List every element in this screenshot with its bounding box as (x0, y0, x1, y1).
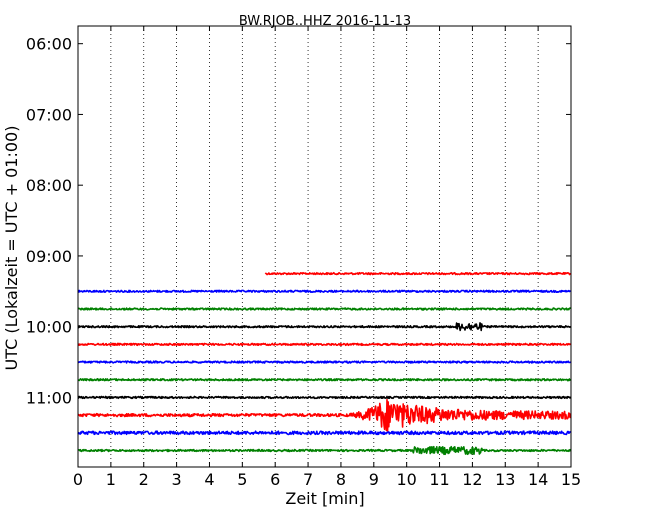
trace-line (77, 360, 572, 364)
y-axis: 06:00 07:00 08:00 09:00 10:00 11:00 (26, 35, 571, 407)
trace-group (77, 271, 572, 456)
y-tick-label: 07:00 (26, 105, 72, 124)
y-tick-label: 06:00 (26, 35, 72, 54)
y-tick-label: 11:00 (26, 388, 72, 407)
x-tick-label: 8 (336, 470, 346, 489)
chart-title: BW.RJOB..HHZ 2016-11-13 (239, 14, 411, 29)
y-axis-title: UTC (Lokalzeit = UTC + 01:00) (2, 126, 21, 371)
x-tick-label: 15 (561, 470, 581, 489)
x-tick-label: 5 (237, 470, 247, 489)
y-tick-label: 08:00 (26, 176, 72, 195)
plot-frame (77, 25, 572, 468)
x-tick-label: 9 (369, 470, 379, 489)
trace-line (77, 289, 571, 293)
x-axis: 0 1 2 3 4 5 6 7 8 9 10 11 12 13 14 15 (73, 26, 581, 489)
trace-line (77, 430, 572, 436)
trace-line (77, 445, 572, 456)
trace-line (77, 342, 572, 347)
x-tick-label: 6 (270, 470, 280, 489)
x-tick-label: 12 (462, 470, 482, 489)
trace-line (77, 398, 572, 432)
x-tick-label: 10 (396, 470, 416, 489)
x-tick-label: 13 (495, 470, 515, 489)
x-tick-label: 1 (106, 470, 116, 489)
x-tick-label: 2 (139, 470, 149, 489)
x-tick-label: 7 (303, 470, 313, 489)
trace-line (77, 307, 571, 311)
y-tick-label: 09:00 (26, 247, 72, 266)
trace-line (264, 271, 572, 276)
grid-lines (110, 26, 539, 467)
x-tick-label: 3 (172, 470, 182, 489)
x-tick-label: 11 (429, 470, 449, 489)
x-tick-label: 0 (73, 470, 83, 489)
x-axis-title: Zeit [min] (285, 489, 364, 508)
x-tick-label: 4 (204, 470, 214, 489)
y-tick-label: 10:00 (26, 318, 72, 337)
trace-line (77, 322, 572, 332)
trace-line (77, 378, 572, 382)
trace-line (77, 395, 572, 400)
x-tick-label: 14 (528, 470, 548, 489)
